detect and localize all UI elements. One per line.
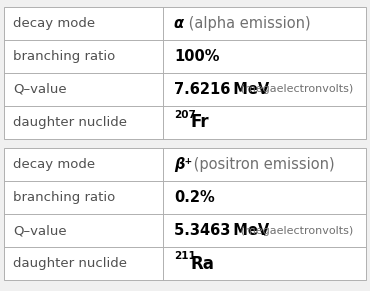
Text: decay mode: decay mode bbox=[13, 158, 95, 171]
Text: (alpha emission): (alpha emission) bbox=[184, 16, 311, 31]
Text: branching ratio: branching ratio bbox=[13, 191, 115, 204]
Text: 0.2%: 0.2% bbox=[174, 190, 215, 205]
Text: daughter nuclide: daughter nuclide bbox=[13, 257, 127, 270]
Bar bbox=[4, 148, 366, 280]
Text: α: α bbox=[174, 16, 184, 31]
Text: 7.6216 MeV: 7.6216 MeV bbox=[174, 82, 269, 97]
Text: β⁺: β⁺ bbox=[174, 157, 192, 172]
Text: decay mode: decay mode bbox=[13, 17, 95, 30]
Text: 100%: 100% bbox=[174, 49, 219, 64]
Text: Fr: Fr bbox=[190, 113, 209, 131]
Text: Q–value: Q–value bbox=[13, 83, 67, 96]
Text: 211: 211 bbox=[174, 251, 196, 261]
Text: 207: 207 bbox=[174, 110, 196, 120]
Text: (megaelectronvolts): (megaelectronvolts) bbox=[237, 84, 353, 95]
Text: daughter nuclide: daughter nuclide bbox=[13, 116, 127, 129]
Text: Q–value: Q–value bbox=[13, 224, 67, 237]
Bar bbox=[4, 7, 366, 139]
Text: Ra: Ra bbox=[190, 255, 214, 272]
Text: branching ratio: branching ratio bbox=[13, 50, 115, 63]
Text: (positron emission): (positron emission) bbox=[189, 157, 335, 172]
Text: (megaelectronvolts): (megaelectronvolts) bbox=[237, 226, 353, 236]
Text: 5.3463 MeV: 5.3463 MeV bbox=[174, 223, 269, 238]
